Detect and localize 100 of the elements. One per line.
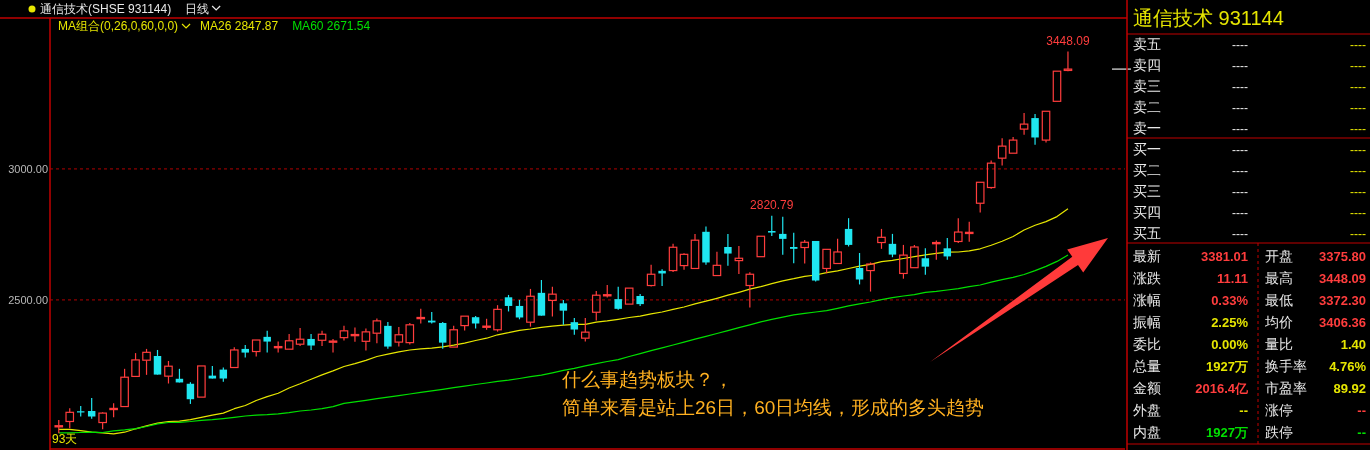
candlestick	[186, 381, 195, 405]
text: 跌停	[1265, 424, 1293, 440]
text: 3372.30	[1319, 293, 1366, 308]
candlestick	[614, 286, 622, 311]
candlestick	[844, 217, 853, 248]
text: 2.25%	[1211, 315, 1249, 330]
text: 0.00%	[1211, 337, 1249, 352]
candlestick	[768, 215, 776, 237]
text: 1.40	[1340, 337, 1366, 352]
text: ----	[1232, 185, 1248, 199]
text: 最高	[1265, 270, 1293, 286]
text: --	[1239, 403, 1248, 418]
text: 1927万	[1206, 425, 1248, 440]
candlestick	[734, 245, 744, 275]
text: 涨跌	[1133, 270, 1161, 286]
text: ----	[1232, 227, 1248, 241]
candlestick	[1019, 112, 1029, 136]
candlestick	[646, 264, 656, 287]
text: 3406.36	[1319, 315, 1366, 330]
text: 振幅	[1133, 314, 1161, 330]
text: 开盘	[1265, 248, 1293, 264]
text: ----	[1350, 185, 1366, 199]
text: 买三	[1133, 183, 1161, 199]
text: 内盘	[1133, 424, 1161, 440]
candlestick	[559, 299, 568, 326]
text: 通信技术 931144	[1133, 7, 1284, 29]
candlestick	[997, 137, 1007, 167]
legend-label: MA26 2847.87	[200, 19, 279, 33]
text: 4.76%	[1329, 359, 1367, 374]
candlestick	[790, 232, 798, 264]
text: 卖三	[1133, 78, 1161, 94]
text: 买四	[1133, 204, 1161, 220]
text: 卖四	[1133, 57, 1161, 73]
candlestick	[888, 233, 897, 258]
text: ----	[1350, 80, 1366, 94]
candlestick	[307, 333, 315, 351]
text: 总量	[1132, 358, 1161, 374]
candlestick	[295, 327, 305, 347]
text: ----	[1350, 227, 1366, 241]
text: 买五	[1133, 225, 1161, 241]
candlestick	[438, 321, 447, 350]
text: ----	[1350, 164, 1366, 178]
text: 外盘	[1133, 402, 1161, 418]
text: 11.11	[1216, 271, 1248, 286]
text: 卖五	[1133, 36, 1161, 52]
text: 买一	[1133, 141, 1161, 157]
candlestick	[668, 243, 678, 272]
candlestick	[537, 279, 546, 317]
text: ----	[1232, 122, 1248, 136]
candlestick	[384, 321, 392, 350]
text: 最新	[1133, 248, 1161, 264]
text: ----	[1232, 38, 1248, 52]
text: ----	[1350, 59, 1366, 73]
text: --	[1357, 403, 1366, 418]
candlestick	[679, 253, 689, 271]
chart-subtitle: 日线	[185, 2, 210, 16]
text: 涨幅	[1133, 292, 1161, 308]
text: ----	[1232, 59, 1248, 73]
text: 委比	[1133, 336, 1161, 352]
text: MA60 2671.54	[292, 19, 371, 33]
annotation: 2820.79	[750, 197, 794, 212]
candlestick	[339, 325, 349, 342]
annotation: 简单来看是站上26日，60日均线，形成的多头趋势	[562, 397, 985, 418]
text: 3381.01	[1201, 249, 1248, 264]
text: ----	[1350, 143, 1366, 157]
text: 0.33%	[1211, 293, 1249, 308]
text: 卖一	[1133, 120, 1161, 136]
candlestick	[724, 233, 732, 267]
candlestick	[515, 299, 524, 320]
text: ----	[1350, 206, 1366, 220]
text: --	[1357, 425, 1366, 440]
text: 1927万	[1206, 359, 1248, 374]
text: ----	[1232, 164, 1248, 178]
annotation: 什么事趋势板块？，	[561, 369, 733, 390]
text: 3448.09	[1319, 271, 1366, 286]
text: ----	[1350, 101, 1366, 115]
text: ----	[1232, 80, 1248, 94]
text: 3375.80	[1319, 249, 1366, 264]
text: 换手率	[1265, 358, 1307, 374]
text: ----	[1350, 38, 1366, 52]
annotation: 93天	[52, 432, 78, 446]
text: 最低	[1265, 292, 1293, 308]
legend-title: MA组合(0,26,0,60,0,0)	[58, 19, 179, 33]
text: 买二	[1133, 162, 1161, 178]
candlestick	[153, 349, 162, 376]
text: 涨停	[1265, 402, 1293, 418]
text: 卖二	[1133, 99, 1161, 115]
candlestick	[317, 330, 327, 347]
y-tick-label: 2500.00	[8, 293, 48, 306]
text: 金额	[1133, 380, 1161, 396]
text: 量比	[1265, 336, 1293, 352]
line-series	[58, 254, 1069, 434]
candlestick	[1031, 113, 1039, 146]
text: 市盈率	[1265, 380, 1307, 396]
candlestick	[921, 247, 930, 276]
annotation: 3448.09	[1046, 33, 1090, 48]
y-tick-label: 3000.00	[8, 162, 48, 175]
text: 均价	[1264, 314, 1293, 330]
text: ----	[1350, 122, 1366, 136]
text: 2016.4亿	[1195, 381, 1249, 396]
